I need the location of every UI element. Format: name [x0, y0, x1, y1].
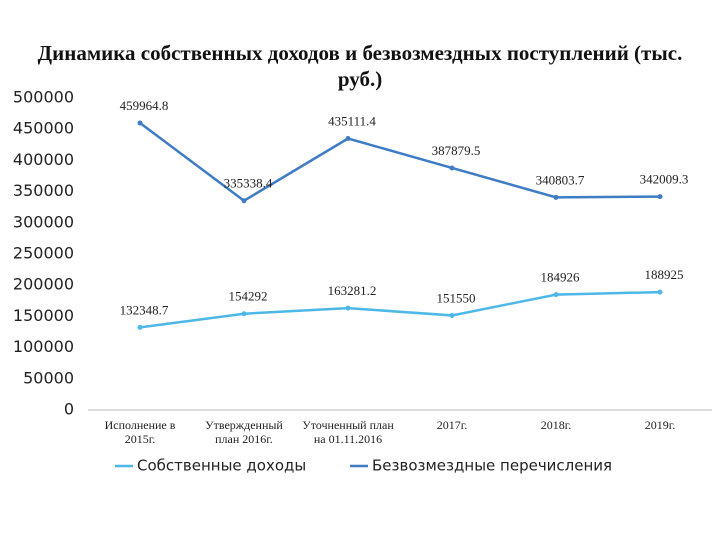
- x-tick-label: Уточненный план на 01.11.2016: [302, 418, 394, 446]
- y-tick-label: 100000: [13, 337, 74, 356]
- data-label: 184926: [541, 270, 581, 285]
- point: [241, 311, 247, 317]
- data-label: 340803.7: [536, 172, 585, 187]
- series-line: [139, 290, 661, 329]
- data-label: 387879.5: [432, 143, 481, 158]
- series-line: [139, 121, 661, 203]
- point: [657, 289, 663, 295]
- point: [449, 165, 455, 171]
- y-tick-label: 150000: [13, 306, 74, 325]
- point: [137, 324, 143, 330]
- data-label: 154292: [229, 289, 268, 304]
- data-label: 435111.4: [328, 113, 376, 128]
- x-tick-label: Утвержденный план 2016г.: [205, 418, 283, 446]
- data-label: 335338.4: [224, 176, 273, 191]
- legend-label: Безвозмездные перечисления: [372, 457, 612, 475]
- point: [345, 135, 351, 141]
- x-tick-label: 2019г.: [644, 418, 676, 432]
- y-tick-label: 200000: [13, 275, 74, 294]
- point: [241, 198, 247, 204]
- y-tick-label: 300000: [13, 212, 74, 231]
- data-label: 163281.2: [328, 283, 377, 298]
- data-label: 342009.3: [640, 172, 689, 187]
- chart-title: Динамика собственных доходов и безвозмез…: [37, 41, 683, 91]
- data-label: 132348.7: [120, 302, 169, 317]
- y-tick-label: 450000: [13, 119, 74, 138]
- x-tick-label: Исполнение в 2015г.: [104, 418, 176, 446]
- point: [137, 120, 143, 126]
- point: [345, 305, 351, 311]
- y-tick-label: 50000: [23, 368, 74, 387]
- point: [553, 194, 559, 200]
- y-tick-label: 500000: [13, 88, 74, 107]
- data-label: 188925: [645, 267, 684, 282]
- legend-label: Собственные доходы: [137, 457, 306, 475]
- data-label: 459964.8: [120, 98, 169, 113]
- y-tick-label: 0: [64, 400, 74, 419]
- y-tick-label: 350000: [13, 181, 74, 200]
- x-tick-label: 2018г.: [540, 418, 572, 432]
- point: [657, 194, 663, 200]
- y-tick-label: 400000: [13, 150, 74, 169]
- point: [553, 292, 559, 298]
- y-tick-label: 250000: [13, 244, 74, 263]
- point: [449, 312, 455, 318]
- data-label: 151550: [437, 290, 476, 305]
- x-tick-label: 2017г.: [436, 418, 468, 432]
